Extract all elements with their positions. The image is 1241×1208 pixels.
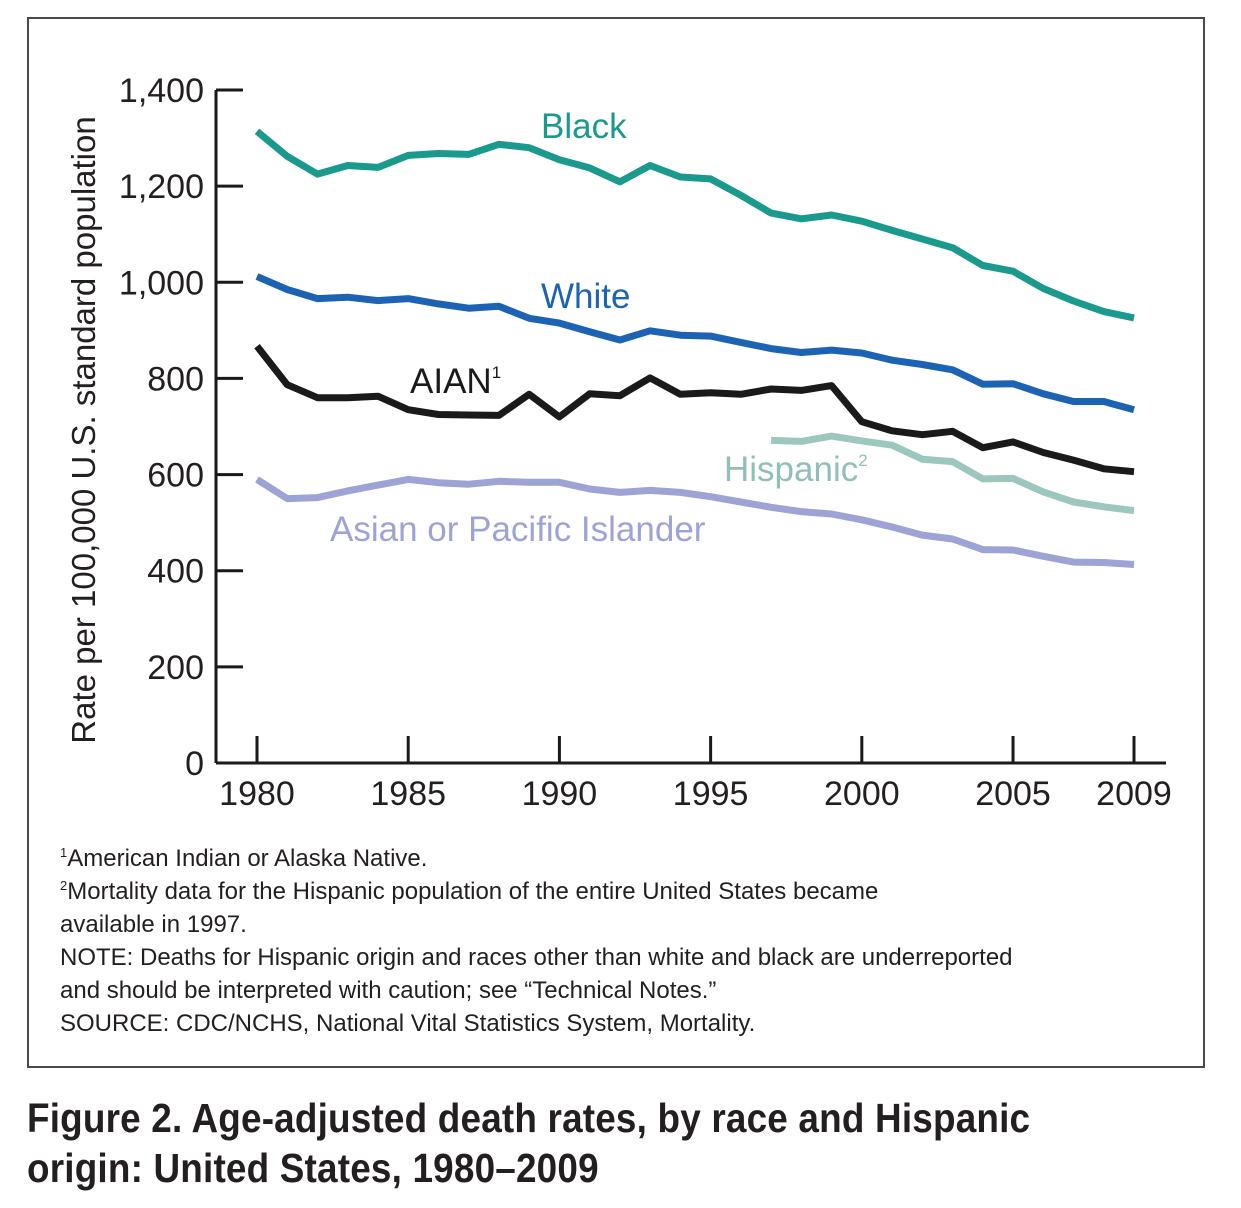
line-chart: 0 200 400 600 800 1,000 1,200 1,400 1980 1985 1990… [65, 72, 1172, 813]
x-tick-label: 2000 [824, 775, 900, 813]
series-label-black: Black [541, 107, 627, 146]
footnote-1-text: American Indian or Alaska Native. [67, 845, 428, 872]
caption-line-1: Figure 2. Age-adjusted death rates, by r… [27, 1095, 1031, 1141]
figure-caption: Figure 2. Age-adjusted death rates, by r… [27, 1093, 1098, 1193]
series-label-white: White [541, 277, 630, 316]
footnote-2-text: Mortality data for the Hispanic populati… [67, 878, 879, 905]
source-line: SOURCE: CDC/NCHS, National Vital Statist… [60, 1010, 756, 1037]
y-tick-label: 0 [185, 745, 204, 783]
y-tick-label: 1,200 [119, 168, 204, 206]
y-tick-label: 400 [147, 553, 204, 591]
footnote-2-cont: available in 1997. [60, 911, 247, 938]
chart-axes: 0 200 400 600 800 1,000 1,200 1,400 1980 1985 1990… [119, 72, 1172, 813]
x-tick-label: 2005 [975, 775, 1051, 813]
footnote-1: 1American Indian or Alaska Native. [60, 842, 1190, 875]
series-line-hispanic [770, 432, 1135, 515]
footnote-2: 2Mortality data for the Hispanic populat… [60, 875, 1190, 908]
chart-series-labels: Black White AIAN1 Hispanic2 Asian or Pacific… [330, 107, 868, 549]
series-line-aian [254, 344, 1135, 476]
note-line-2: and should be interpreted with caution; … [60, 977, 717, 1004]
y-tick-label: 600 [147, 457, 204, 495]
x-tick-label: 2009 [1096, 775, 1172, 813]
footnotes: 1American Indian or Alaska Native. 2Mort… [60, 842, 1190, 1040]
series-line-white [255, 273, 1135, 414]
y-tick-label: 200 [147, 649, 204, 687]
footnote-1-mark: 1 [60, 845, 68, 860]
series-label-asian-or-pacific-islander: Asian or Pacific Islander [330, 510, 706, 549]
caption-line-2: origin: United States, 1980–2009 [27, 1145, 599, 1191]
series-line-asian-or-pacific-islander [255, 475, 1135, 568]
series-label-hispanic: Hispanic2 [724, 450, 868, 489]
y-tick-label: 1,000 [119, 264, 204, 302]
y-tick-label: 1,400 [119, 72, 204, 110]
y-axis-label: Rate per 100,000 U.S. standard populatio… [65, 116, 102, 743]
series-label-aian: AIAN1 [410, 362, 501, 401]
footnote-2-mark: 2 [60, 878, 68, 893]
x-tick-label: 1980 [219, 775, 295, 813]
series-line-black [254, 128, 1135, 322]
y-tick-label: 800 [147, 360, 204, 398]
note-line-1: NOTE: Deaths for Hispanic origin and rac… [60, 944, 1013, 971]
chart-series-lines [254, 128, 1135, 568]
figure-frame [27, 17, 1205, 1068]
x-tick-label: 1985 [370, 775, 446, 813]
x-tick-label: 1995 [673, 775, 749, 813]
x-tick-label: 1990 [522, 775, 598, 813]
